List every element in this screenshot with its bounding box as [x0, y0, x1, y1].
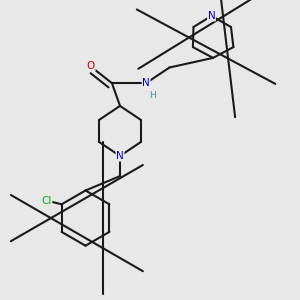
Text: Cl: Cl — [41, 196, 52, 206]
Text: N: N — [116, 151, 124, 161]
Text: N: N — [208, 11, 215, 21]
Text: N: N — [142, 78, 150, 88]
Text: H: H — [149, 92, 155, 100]
Text: O: O — [87, 61, 95, 71]
